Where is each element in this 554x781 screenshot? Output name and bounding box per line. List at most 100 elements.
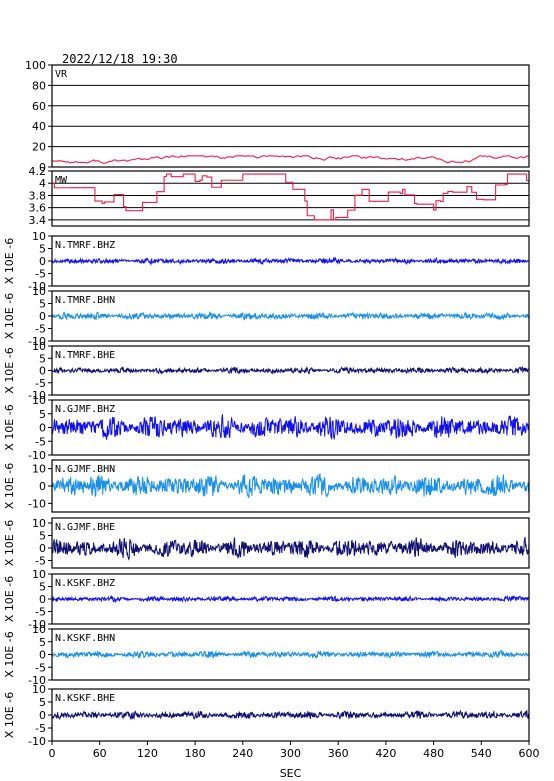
- y-tick-label: 100: [25, 59, 46, 72]
- x-axis: 0 60 120 180 240 300 360 420 480 540 600 SEC: [49, 741, 540, 780]
- panel-label: N.GJMF.BHN: [55, 464, 115, 475]
- y-tick-label: 3.6: [29, 202, 47, 215]
- panels-group: 020406080100VR3.43.63.844.2MW-10-50510N.…: [3, 59, 530, 748]
- y-tick-label: 10: [32, 568, 46, 581]
- y-tick-label: 3.8: [29, 189, 47, 202]
- y-tick-label: -10: [28, 497, 46, 510]
- trace-n-kskf-bhn: [51, 649, 530, 659]
- x-tick-label: 300: [280, 747, 301, 760]
- y-unit-label: X 10E -6: [3, 692, 16, 738]
- y-unit-label: X 10E -6: [3, 347, 16, 393]
- panel-frame: [51, 290, 530, 342]
- trace-n-gjmf-bhe: [51, 536, 530, 561]
- y-tick-label: 5: [39, 298, 46, 311]
- y-tick-label: 0: [39, 310, 46, 323]
- y-unit-label: X 10E -6: [3, 576, 16, 622]
- y-tick-label: -5: [35, 606, 46, 619]
- y-tick-label: 5: [39, 581, 46, 594]
- panel-frame: [51, 517, 530, 569]
- y-tick-label: -10: [28, 280, 46, 293]
- y-tick-label: 5: [39, 408, 46, 421]
- x-tick-label: 180: [185, 747, 206, 760]
- y-tick-label: 0: [39, 709, 46, 722]
- y-tick-label: 80: [32, 79, 46, 92]
- y-tick-label: -10: [28, 335, 46, 348]
- timestamp-title: 2022/12/18 19:30: [62, 52, 178, 66]
- trace-n-gjmf-bhz: [51, 414, 530, 441]
- x-tick-label: 480: [423, 747, 444, 760]
- trace-mw: [52, 173, 529, 221]
- panel-label: MW: [55, 175, 68, 186]
- y-tick-label: -5: [35, 722, 46, 735]
- panel-mw: 3.43.63.844.2 MW: [29, 165, 530, 227]
- panel-label: N.TMRF.BHE: [55, 350, 115, 361]
- y-tick-label: 5: [39, 530, 46, 543]
- y-tick-label: 0: [39, 649, 46, 662]
- y-tick-label: 60: [32, 100, 46, 113]
- y-tick-label: -5: [35, 661, 46, 674]
- x-tick-label: 600: [519, 747, 540, 760]
- y-tick-label: 10: [32, 623, 46, 636]
- trace-vr: [51, 155, 530, 165]
- panel-vr: 0 20 40 60 80 100 VR: [25, 59, 530, 174]
- trace-n-kskf-bhz: [51, 594, 530, 604]
- trace-n-gjmf-bhn: [51, 473, 530, 498]
- trace-n-kskf-bhe: [51, 709, 530, 721]
- y-tick-label: 4: [39, 177, 46, 190]
- x-axis-label: SEC: [280, 767, 302, 780]
- panel-frame: [51, 170, 530, 227]
- y-tick-label: 10: [32, 230, 46, 243]
- y-tick-label: 5: [39, 696, 46, 709]
- panel-frame: [51, 628, 530, 681]
- panel-frame: [51, 64, 530, 168]
- y-tick-label: -10: [28, 389, 46, 402]
- y-tick-label: 10: [32, 463, 46, 476]
- y-unit-label: X 10E -6: [3, 463, 16, 509]
- y-unit-label: X 10E -6: [3, 238, 16, 284]
- panel-label: N.KSKF.BHN: [55, 633, 115, 644]
- y-tick-label: -5: [35, 268, 46, 281]
- y-tick-label: 40: [32, 120, 46, 133]
- y-tick-label: -10: [28, 674, 46, 687]
- y-tick-label: 20: [32, 141, 46, 154]
- panel-label: VR: [55, 69, 68, 80]
- panel-frame: [51, 459, 530, 513]
- y-tick-label: 0: [39, 593, 46, 606]
- y-unit-label: X 10E -6: [3, 293, 16, 339]
- y-tick-label: 0: [39, 480, 46, 493]
- y-tick-label: 10: [32, 340, 46, 353]
- panel-label: N.GJMF.BHZ: [55, 404, 115, 415]
- panel-n-gjmf-bhn: -10 0 10 N.GJMF.BHN X 10E -6: [3, 459, 530, 513]
- y-unit-label: X 10E -6: [3, 631, 16, 677]
- panel-frame: [51, 573, 530, 625]
- panel-label: N.KSKF.BHE: [55, 693, 115, 704]
- y-tick-label: -10: [28, 449, 46, 462]
- y-unit-label: X 10E -6: [3, 404, 16, 450]
- y-tick-label: 0: [39, 255, 46, 268]
- y-tick-label: -5: [35, 435, 46, 448]
- panel-label: N.TMRF.BHN: [55, 295, 115, 306]
- y-tick-label: 10: [32, 394, 46, 407]
- y-tick-label: -10: [28, 735, 46, 748]
- trace-n-tmrf-bhe: [51, 365, 530, 375]
- y-tick-label: -5: [35, 377, 46, 390]
- y-tick-label: 0: [39, 161, 46, 174]
- trace-n-tmrf-bhz: [51, 256, 530, 266]
- y-unit-label: X 10E -6: [3, 520, 16, 566]
- y-tick-label: 4.2: [29, 165, 47, 178]
- panel-frame: [51, 399, 530, 456]
- x-tick-label: 60: [93, 747, 107, 760]
- y-tick-label: 0: [39, 542, 46, 555]
- y-tick-label: 0: [39, 365, 46, 378]
- x-tick-label: 360: [328, 747, 349, 760]
- y-tick-label: 5: [39, 636, 46, 649]
- x-tick-label: 240: [232, 747, 253, 760]
